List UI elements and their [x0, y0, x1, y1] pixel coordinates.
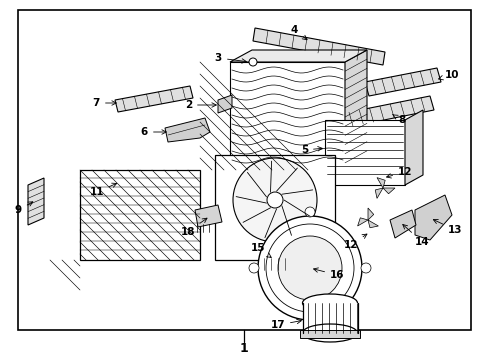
Polygon shape: [195, 205, 222, 227]
Bar: [299, 330, 359, 338]
Bar: [229, 62, 345, 172]
Text: 17: 17: [270, 319, 301, 330]
Circle shape: [305, 319, 314, 329]
Text: 18: 18: [180, 218, 206, 237]
Bar: [303, 303, 357, 333]
Circle shape: [360, 263, 370, 273]
Text: 14: 14: [402, 225, 429, 247]
Polygon shape: [28, 178, 44, 225]
Text: 6: 6: [141, 127, 166, 137]
Polygon shape: [252, 28, 384, 65]
Polygon shape: [389, 210, 415, 238]
Polygon shape: [260, 258, 285, 270]
Polygon shape: [115, 86, 193, 112]
Circle shape: [265, 224, 353, 312]
Circle shape: [305, 207, 314, 217]
Ellipse shape: [302, 324, 357, 342]
Text: 9: 9: [15, 202, 33, 215]
Polygon shape: [374, 188, 382, 198]
Bar: [325, 120, 404, 185]
Text: 10: 10: [438, 70, 459, 80]
Polygon shape: [164, 118, 209, 142]
Text: 5: 5: [300, 145, 322, 155]
Text: 16: 16: [313, 268, 344, 280]
Text: 12: 12: [343, 234, 366, 250]
Polygon shape: [376, 177, 385, 188]
Text: 3: 3: [214, 53, 246, 63]
Circle shape: [248, 58, 257, 66]
Polygon shape: [345, 50, 366, 172]
Text: 12: 12: [386, 167, 412, 178]
Circle shape: [278, 236, 341, 300]
Text: 8: 8: [392, 115, 405, 125]
Polygon shape: [367, 208, 373, 220]
Text: 4: 4: [290, 25, 306, 40]
Text: 13: 13: [432, 220, 462, 235]
Polygon shape: [229, 50, 366, 62]
Text: 11: 11: [89, 183, 116, 197]
Text: 2: 2: [184, 100, 216, 110]
Ellipse shape: [302, 294, 357, 312]
Polygon shape: [357, 218, 367, 226]
Circle shape: [258, 216, 361, 320]
Bar: [18, 10, 470, 330]
Polygon shape: [367, 220, 378, 228]
Polygon shape: [414, 195, 451, 240]
Circle shape: [266, 192, 283, 208]
Polygon shape: [364, 68, 440, 96]
Polygon shape: [218, 95, 231, 113]
Polygon shape: [382, 188, 394, 194]
Circle shape: [232, 158, 316, 242]
Polygon shape: [404, 110, 422, 185]
Polygon shape: [339, 96, 433, 128]
Text: 1: 1: [239, 342, 248, 355]
Bar: [80, 170, 200, 260]
Circle shape: [248, 263, 259, 273]
Text: 7: 7: [92, 98, 116, 108]
Text: 15: 15: [250, 243, 271, 257]
Bar: [215, 155, 334, 260]
